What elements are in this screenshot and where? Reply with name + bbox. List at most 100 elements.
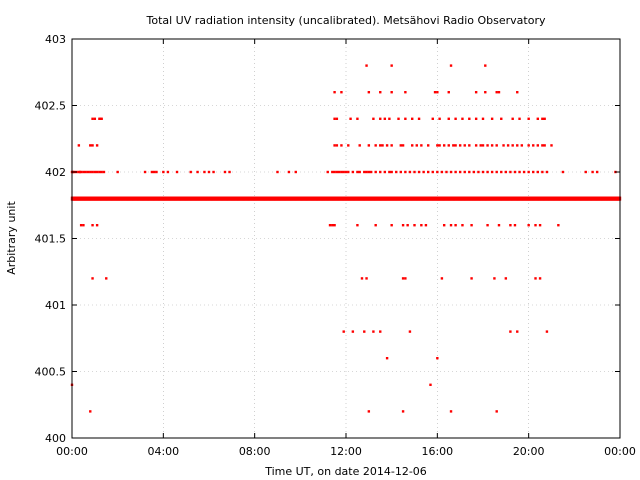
data-point — [463, 144, 466, 147]
data-point — [347, 144, 350, 147]
data-point — [95, 144, 99, 147]
data-point — [449, 170, 453, 174]
data-point — [495, 144, 498, 147]
data-point — [196, 170, 199, 174]
data-point — [413, 224, 416, 227]
data-point — [468, 117, 471, 120]
data-point — [381, 144, 384, 147]
data-point — [372, 117, 375, 120]
data-point — [344, 170, 348, 174]
data-point — [550, 144, 553, 147]
data-point — [591, 170, 594, 174]
data-point — [452, 144, 455, 147]
data-point — [447, 117, 450, 120]
data-point — [427, 144, 430, 147]
data-point — [440, 277, 444, 280]
data-point — [449, 64, 453, 67]
data-point — [89, 144, 92, 147]
data-point — [335, 144, 339, 147]
data-point — [516, 330, 519, 333]
data-point — [440, 170, 444, 174]
data-point — [454, 117, 457, 120]
data-point — [422, 170, 425, 174]
data-point — [541, 170, 544, 174]
data-point — [150, 170, 154, 174]
data-point — [543, 144, 546, 147]
data-point — [374, 224, 377, 227]
data-point — [504, 277, 508, 280]
data-point — [93, 170, 97, 174]
data-point — [411, 144, 414, 147]
data-point — [495, 410, 498, 413]
data-point — [427, 170, 430, 174]
data-point — [143, 170, 147, 174]
data-point — [490, 144, 494, 147]
data-point — [383, 117, 387, 120]
data-point — [86, 170, 90, 174]
data-point — [82, 170, 85, 174]
data-point — [431, 170, 434, 174]
data-point — [545, 170, 549, 174]
data-point — [388, 117, 391, 120]
data-point — [516, 91, 519, 94]
data-point — [399, 170, 402, 174]
data-point — [223, 170, 227, 174]
data-point — [424, 224, 428, 227]
data-point — [500, 170, 503, 174]
y-tick-label: 403 — [45, 33, 66, 46]
data-point — [401, 144, 405, 147]
data-point — [365, 64, 368, 67]
data-point — [335, 117, 339, 120]
data-point — [468, 144, 471, 147]
data-point — [351, 170, 355, 174]
data-point — [95, 170, 99, 174]
data-point — [342, 170, 345, 174]
y-tick-label: 401 — [45, 299, 66, 312]
data-point — [100, 117, 103, 120]
data-point — [385, 144, 389, 147]
data-point — [390, 170, 393, 174]
data-point — [342, 330, 345, 333]
data-point — [413, 170, 416, 174]
data-point — [349, 117, 352, 120]
y-tick-label: 401.5 — [35, 233, 67, 246]
chart-title: Total UV radiation intensity (uncalibrat… — [146, 14, 546, 27]
data-point — [436, 144, 439, 147]
data-point — [436, 170, 439, 174]
x-tick-label: 00:00 — [56, 445, 88, 458]
data-point — [385, 357, 389, 360]
data-point — [420, 224, 423, 227]
data-point — [536, 144, 539, 147]
data-point — [536, 170, 539, 174]
data-point — [155, 170, 158, 174]
data-point — [458, 170, 462, 174]
data-point — [454, 224, 457, 227]
data-point — [447, 91, 450, 94]
data-point — [340, 144, 343, 147]
data-point — [91, 277, 94, 280]
data-point — [415, 144, 418, 147]
data-point — [474, 91, 478, 94]
data-point — [417, 117, 421, 120]
data-point — [333, 117, 336, 120]
data-point — [166, 170, 170, 174]
data-point — [458, 144, 462, 147]
data-point — [340, 91, 343, 94]
data-point — [511, 144, 514, 147]
data-point — [461, 117, 464, 120]
data-point — [333, 224, 336, 227]
data-point — [490, 170, 494, 174]
data-point — [395, 170, 398, 174]
data-point — [91, 117, 94, 120]
data-point — [449, 224, 453, 227]
data-point — [95, 224, 99, 227]
data-point — [411, 117, 414, 120]
data-point — [326, 170, 329, 174]
data-point — [538, 224, 542, 227]
data-point — [365, 170, 368, 174]
data-point — [390, 64, 393, 67]
data-point — [328, 224, 332, 227]
data-point — [486, 170, 489, 174]
data-point — [536, 117, 539, 120]
